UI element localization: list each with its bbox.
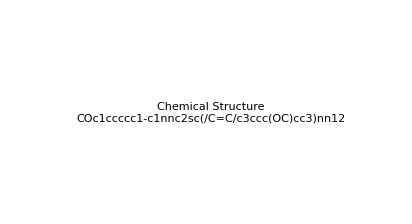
Text: Chemical Structure
COc1ccccc1-c1nnc2sc(/C=C/c3ccc(OC)cc3)nn12: Chemical Structure COc1ccccc1-c1nnc2sc(/… [77,102,346,124]
